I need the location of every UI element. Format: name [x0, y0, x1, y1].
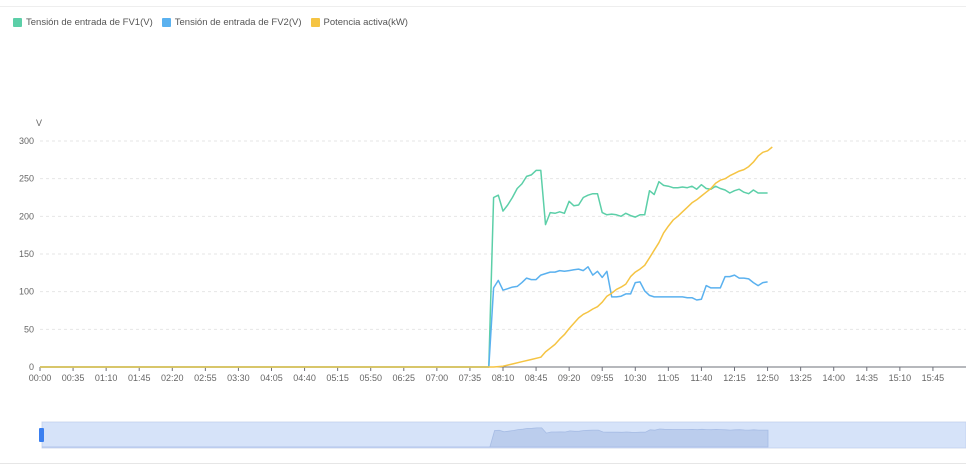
grid-lines — [40, 140, 966, 330]
y-tick-label: 100 — [19, 287, 34, 297]
slider-selection[interactable] — [42, 422, 966, 448]
y-tick-label: 0 — [29, 362, 34, 372]
series-line-0 — [40, 169, 768, 368]
x-tick-label: 09:55 — [591, 373, 614, 383]
y-tick-label: 50 — [24, 324, 34, 334]
x-tick-label: 00:35 — [62, 373, 85, 383]
data-zoom-slider[interactable] — [39, 421, 966, 449]
series-line-1 — [40, 266, 768, 368]
x-tick-label: 10:30 — [624, 373, 647, 383]
chart-legend: Tensión de entrada de FV1(V) Tensión de … — [13, 17, 417, 28]
top-divider — [0, 6, 966, 7]
x-tick-label: 08:45 — [525, 373, 548, 383]
series-line-2 — [40, 146, 773, 368]
x-tick-label: 04:05 — [260, 373, 283, 383]
x-tick-label: 12:15 — [723, 373, 746, 383]
x-tick-label: 09:20 — [558, 373, 581, 383]
x-tick-label: 14:00 — [822, 373, 845, 383]
legend-label-power: Potencia activa(kW) — [323, 17, 408, 28]
x-tick-label: 01:10 — [95, 373, 118, 383]
y-tick-label: 150 — [19, 249, 34, 259]
y-tick-label: 200 — [19, 211, 34, 221]
x-tick-label: 07:00 — [426, 373, 449, 383]
x-tick-label: 01:45 — [128, 373, 151, 383]
x-tick-label: 05:50 — [359, 373, 382, 383]
x-tick-label: 11:40 — [690, 373, 712, 383]
legend-item-power[interactable]: Potencia activa(kW) — [310, 17, 408, 28]
x-tick-label: 11:05 — [657, 373, 679, 383]
x-tick-label: 04:40 — [293, 373, 316, 383]
bottom-divider — [0, 463, 966, 464]
x-tick-label: 00:00 — [29, 373, 52, 383]
x-tick-label: 05:15 — [326, 373, 349, 383]
legend-swatch-power — [310, 18, 320, 27]
x-tick-label: 03:30 — [227, 373, 250, 383]
x-tick-label: 07:35 — [459, 373, 482, 383]
y-axis-unit: V — [36, 118, 42, 128]
legend-label-fv2: Tensión de entrada de FV2(V) — [174, 17, 302, 28]
slider-handle-left[interactable] — [39, 428, 44, 442]
x-tick-label: 15:10 — [889, 373, 912, 383]
legend-swatch-fv2 — [161, 18, 171, 27]
x-tick-label: 08:10 — [492, 373, 515, 383]
slider-preview-area — [42, 427, 769, 448]
legend-item-fv1[interactable]: Tensión de entrada de FV1(V) — [13, 17, 153, 28]
legend-swatch-fv1 — [13, 18, 22, 27]
x-tick-label: 14:35 — [856, 373, 879, 383]
legend-item-fv2[interactable]: Tensión de entrada de FV2(V) — [161, 17, 302, 28]
y-tick-label: 250 — [19, 174, 34, 184]
y-tick-label: 300 — [19, 136, 34, 146]
legend-label-fv1: Tensión de entrada de FV1(V) — [26, 17, 153, 28]
x-tick-label: 02:20 — [161, 373, 184, 383]
series-lines — [40, 146, 773, 368]
x-tick-label: 02:55 — [194, 373, 217, 383]
x-tick-label: 15:45 — [922, 373, 945, 383]
x-tick-label: 06:25 — [393, 373, 416, 383]
x-tick-label: 13:25 — [789, 373, 812, 383]
x-tick-label: 12:50 — [756, 373, 779, 383]
